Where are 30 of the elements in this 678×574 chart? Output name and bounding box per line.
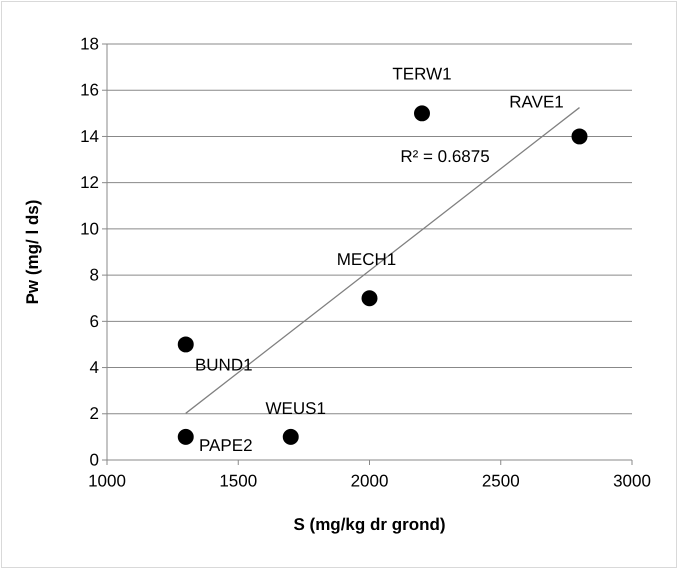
y-tick-label: 14 [80, 126, 99, 146]
point [362, 290, 378, 306]
y-tick-label: 4 [90, 358, 99, 377]
y-tick-label: 18 [80, 34, 99, 54]
annotation: TERW1 [392, 64, 452, 84]
y-tick-label: 10 [80, 219, 99, 238]
x-tick-label: 3000 [613, 472, 651, 491]
y-tick-label: 6 [90, 312, 99, 331]
x-axis-title: S (mg/kg dr grond) [293, 515, 446, 534]
x-tick-label: 1500 [219, 472, 258, 491]
y-tick-label: 16 [80, 80, 99, 100]
annotation: R² = 0.6875 [400, 147, 490, 166]
point [178, 336, 194, 352]
x-tick-label: 2500 [482, 472, 520, 491]
y-axis-title: Pw (mg/ l ds) [23, 200, 42, 304]
point [414, 105, 430, 122]
annotation: MECH1 [336, 250, 396, 270]
annotation: PAPE2 [198, 436, 253, 456]
y-tick-label: 8 [90, 266, 99, 285]
annotation: BUND1 [194, 356, 253, 375]
point [572, 128, 588, 144]
annotation: WEUS1 [266, 399, 326, 418]
x-tick-label: 2000 [350, 472, 388, 491]
point [282, 428, 299, 445]
point [178, 428, 194, 445]
y-tick-label: 12 [80, 173, 99, 192]
y-tick-label: 2 [90, 404, 99, 424]
y-tick-label: 0 [90, 450, 99, 470]
annotation: RAVE1 [509, 92, 564, 112]
x-tick-label: 1000 [88, 472, 126, 491]
